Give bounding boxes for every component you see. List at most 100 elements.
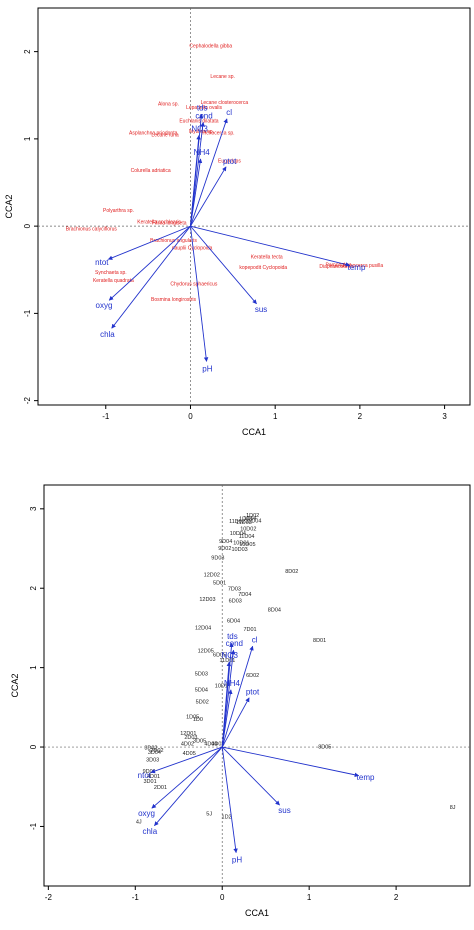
site-label: 2D03 (184, 735, 197, 741)
species-label: Filinia longiseta (152, 220, 187, 226)
y-axis-label: CCA2 (10, 673, 20, 697)
site-label: 12D03 (199, 597, 215, 603)
x-tick-label: 2 (358, 412, 363, 421)
env-vector-label: cl (226, 108, 232, 117)
plot-frame (43, 484, 471, 887)
species-label: Lecane luna (151, 132, 178, 138)
env-vector-arrow (150, 746, 223, 774)
species-label: Lepadella ovalis (186, 105, 222, 111)
env-vector-label: oxyg (96, 301, 113, 310)
env-vector-label: pH (232, 856, 242, 865)
y-tick-label: 0 (29, 744, 38, 749)
site-label: 12D05 (198, 649, 214, 655)
env-vector-arrow (221, 645, 254, 748)
site-label: 5J (206, 811, 212, 817)
cca-species-biplot: -1 0 1 2 3 -2 -1 0 1 2 CCA1 CCA2 Cephalodella gibba L… (4, 7, 471, 437)
x-tick-label: 0 (188, 412, 193, 421)
env-vector-arrow (190, 118, 228, 227)
site-label: 10D05 (239, 542, 255, 548)
site-label: 10D04 (230, 531, 246, 537)
env-vector-arrow (108, 225, 191, 301)
env-vector-label: ntot (95, 258, 109, 267)
env-vector-arrow (221, 689, 233, 748)
site-label: 4D05 (183, 751, 196, 757)
species-label: Trichocerca sp. (201, 131, 235, 137)
env-vector-arrow (154, 746, 223, 826)
species-label: Alona sp. (158, 102, 179, 108)
env-vector-arrow (190, 225, 351, 267)
species-label: Chydorus sphaericus (170, 281, 217, 287)
x-tick-label: 3 (442, 412, 447, 421)
env-vector-arrow (151, 746, 223, 809)
env-vector-label: NH4 (224, 679, 241, 688)
site-label: 4D03 (211, 741, 224, 747)
env-vector-arrow (111, 225, 191, 329)
env-vector-arrow (221, 649, 236, 748)
site-label: 9D02 (218, 546, 231, 552)
site-label: 1D04 (243, 516, 256, 522)
site-label: 9D04 (219, 539, 232, 545)
species-label: Keratella tecta (251, 254, 283, 260)
site-label: 4D02 (181, 741, 194, 747)
site-label: 9D03 (211, 556, 224, 562)
env-vector-arrow (221, 661, 232, 748)
species-label: kopepodit Cyclopoida (239, 265, 287, 271)
site-label: 1D05 (186, 714, 199, 720)
env-vector-label: NO3 (191, 124, 208, 133)
site-label: 8D05 (318, 745, 331, 751)
site-label: 7D01 (243, 627, 256, 633)
env-vector-label: ntot (138, 771, 152, 780)
y-tick-label: 1 (23, 136, 32, 141)
site-label: 4D01 (147, 774, 160, 780)
site-label: 3D02 (144, 745, 157, 751)
site-label: 12D04 (195, 626, 211, 632)
species-label: Keratella quadrata (93, 278, 134, 284)
x-axis-label: CCA1 (245, 908, 269, 918)
env-vector-label: chla (142, 827, 157, 836)
species-label: Brachionus calyciflorus (66, 226, 118, 232)
y-tick-label: -2 (23, 397, 32, 405)
env-vector-arrow (190, 121, 205, 227)
site-label: 12D02 (204, 572, 220, 578)
y-tick-label: -1 (29, 822, 38, 830)
env-vector-arrow (221, 746, 280, 806)
env-vector-label: sus (278, 806, 290, 815)
site-label: 9D01 (143, 769, 156, 775)
site-label: 8D04 (268, 607, 281, 613)
y-tick-label: 3 (29, 506, 38, 511)
site-label: 5D03 (195, 672, 208, 678)
y-tick-label: -1 (23, 309, 32, 317)
x-tick-label: 1 (273, 412, 278, 421)
env-vector-label: temp (357, 773, 375, 782)
species-label: nauplii Cyclopoida (172, 246, 213, 252)
env-vector-arrow (190, 134, 201, 227)
env-vector-arrow (190, 158, 203, 227)
x-tick-label: -1 (102, 412, 110, 421)
env-vector-label: temp (348, 263, 366, 272)
species-label: Pompholyx (325, 262, 350, 268)
species-label: Mytilina sp. (189, 129, 214, 135)
species-label: Synchaeta sp. (95, 270, 127, 276)
site-label: 5D04 (195, 687, 208, 693)
site-label: 6D04 (227, 618, 240, 624)
species-label: Lecane closterocerca (201, 100, 249, 106)
y-tick-label: 2 (23, 49, 32, 54)
site-label: 4J (136, 819, 142, 825)
site-label: 1D2 (222, 815, 232, 821)
x-tick-label: 0 (220, 893, 225, 902)
env-vector-label: tds (197, 103, 208, 112)
site-label: 8D01 (313, 638, 326, 644)
site-label: 1D0 (193, 717, 203, 723)
species-label: Eucyclops (218, 158, 241, 164)
env-vector-arrow (190, 166, 227, 227)
site-label: 11D02 (229, 519, 245, 525)
species-label: Cephalodella gibba (189, 43, 232, 49)
x-tick-label: -2 (45, 893, 53, 902)
y-tick-label: 2 (29, 585, 38, 590)
site-label: 10D03 (232, 547, 248, 553)
site-label: 2D02 (150, 748, 163, 754)
env-vector-label: pH (202, 364, 212, 373)
x-tick-label: 1 (307, 893, 312, 902)
env-vector-label: ptot (246, 688, 260, 697)
